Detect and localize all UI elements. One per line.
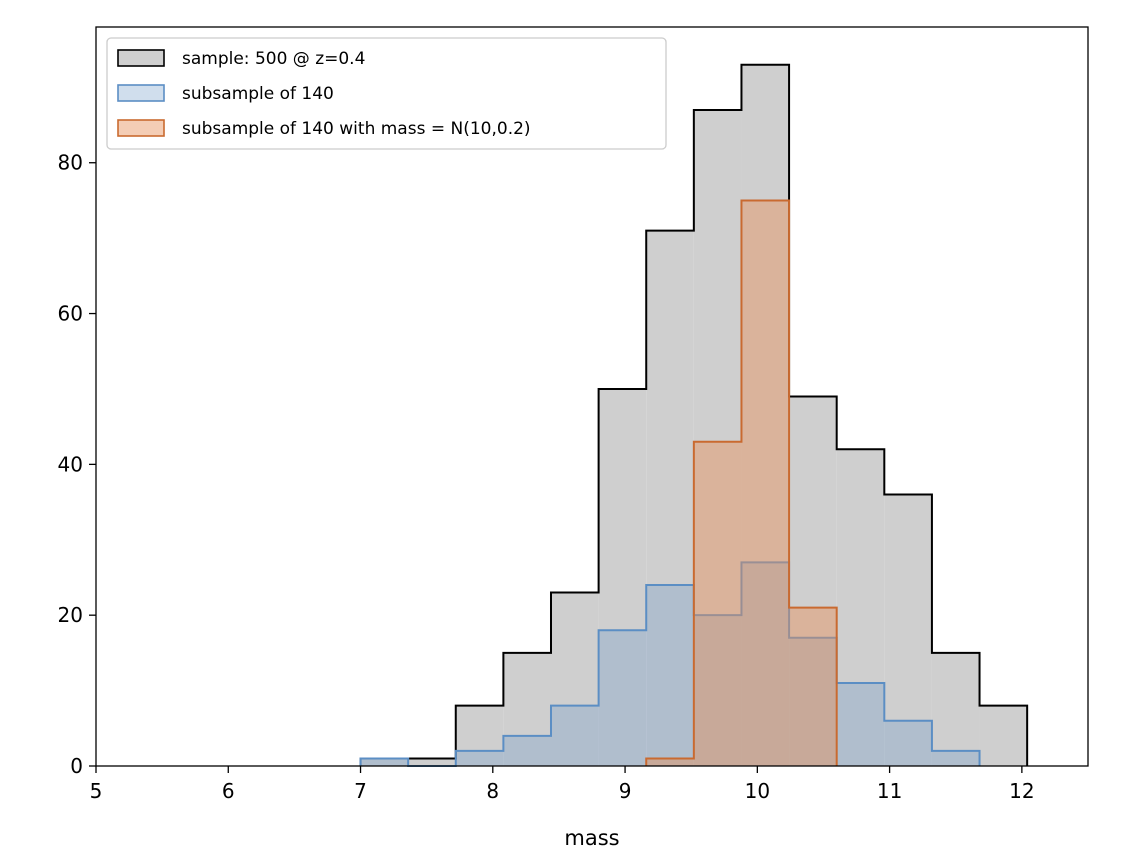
- histogram-bar: [646, 230, 694, 766]
- legend-label: sample: 500 @ z=0.4: [182, 49, 365, 69]
- x-tick-label: 8: [486, 779, 499, 803]
- histogram-bar: [550, 705, 599, 766]
- histogram-bar: [550, 592, 599, 766]
- histogram-bar: [789, 396, 837, 766]
- legend-box: [106, 37, 667, 150]
- y-tick-label: 20: [58, 603, 83, 627]
- histogram-bars: [359, 63, 1029, 767]
- legend-label: subsample of 140: [182, 84, 334, 104]
- x-tick-label: 6: [222, 779, 235, 803]
- x-tick-label: 11: [877, 779, 902, 803]
- histogram-bar: [360, 758, 409, 766]
- histogram-bar: [455, 705, 504, 766]
- histogram-bar: [503, 735, 551, 766]
- histogram-bar: [360, 758, 409, 766]
- x-tick-label: 12: [1009, 779, 1034, 803]
- histogram-bar: [741, 64, 790, 766]
- histogram-bar: [598, 388, 647, 766]
- histogram-bar: [884, 720, 932, 766]
- x-axis-label: mass: [564, 826, 619, 850]
- legend-swatch: [117, 84, 165, 102]
- histogram-bar: [741, 562, 790, 766]
- histogram-bar: [693, 615, 742, 766]
- legend-swatch: [117, 49, 165, 67]
- legend-swatch: [117, 119, 165, 137]
- series-3: [645, 199, 838, 766]
- histogram-bar: [408, 758, 456, 766]
- histogram-bar: [836, 683, 885, 766]
- histogram-bar: [789, 637, 837, 766]
- series-outline: [359, 561, 981, 767]
- histogram-bar: [455, 750, 504, 766]
- series-1: [359, 63, 1029, 767]
- series-2: [359, 561, 981, 767]
- y-tick-label: 80: [58, 151, 83, 175]
- y-axis: 0 20 40 60 80: [58, 151, 96, 778]
- histogram-bar: [646, 758, 694, 766]
- x-tick-label: 5: [90, 779, 103, 803]
- y-tick-label: 60: [58, 302, 83, 326]
- histogram-bar: [503, 652, 551, 766]
- histogram-bar: [789, 607, 837, 766]
- y-tick-label: 0: [70, 754, 83, 778]
- x-tick-label: 7: [354, 779, 367, 803]
- histogram-bar: [836, 449, 885, 766]
- y-tick-label: 40: [58, 452, 83, 476]
- series-outline: [359, 63, 1029, 766]
- histogram-bar: [693, 441, 742, 766]
- legend: sample: 500 @ z=0.4 subsample of 140 subsa…: [106, 37, 667, 150]
- x-axis: 5 6 7 8 9 10 11 12: [90, 766, 1035, 803]
- histogram-bar: [979, 705, 1028, 766]
- legend-label: subsample of 140 with mass = N(10,0.2): [182, 119, 531, 139]
- histogram-bar: [646, 585, 694, 766]
- histogram-bar: [693, 109, 742, 767]
- histogram-bar: [598, 630, 647, 766]
- x-tick-label: 9: [619, 779, 632, 803]
- histogram-bar: [931, 750, 980, 766]
- plot-frame: [95, 26, 1089, 767]
- histogram-bar: [931, 652, 980, 766]
- series-outline: [645, 199, 838, 766]
- x-tick-label: 10: [745, 779, 770, 803]
- histogram-bar: [741, 200, 790, 766]
